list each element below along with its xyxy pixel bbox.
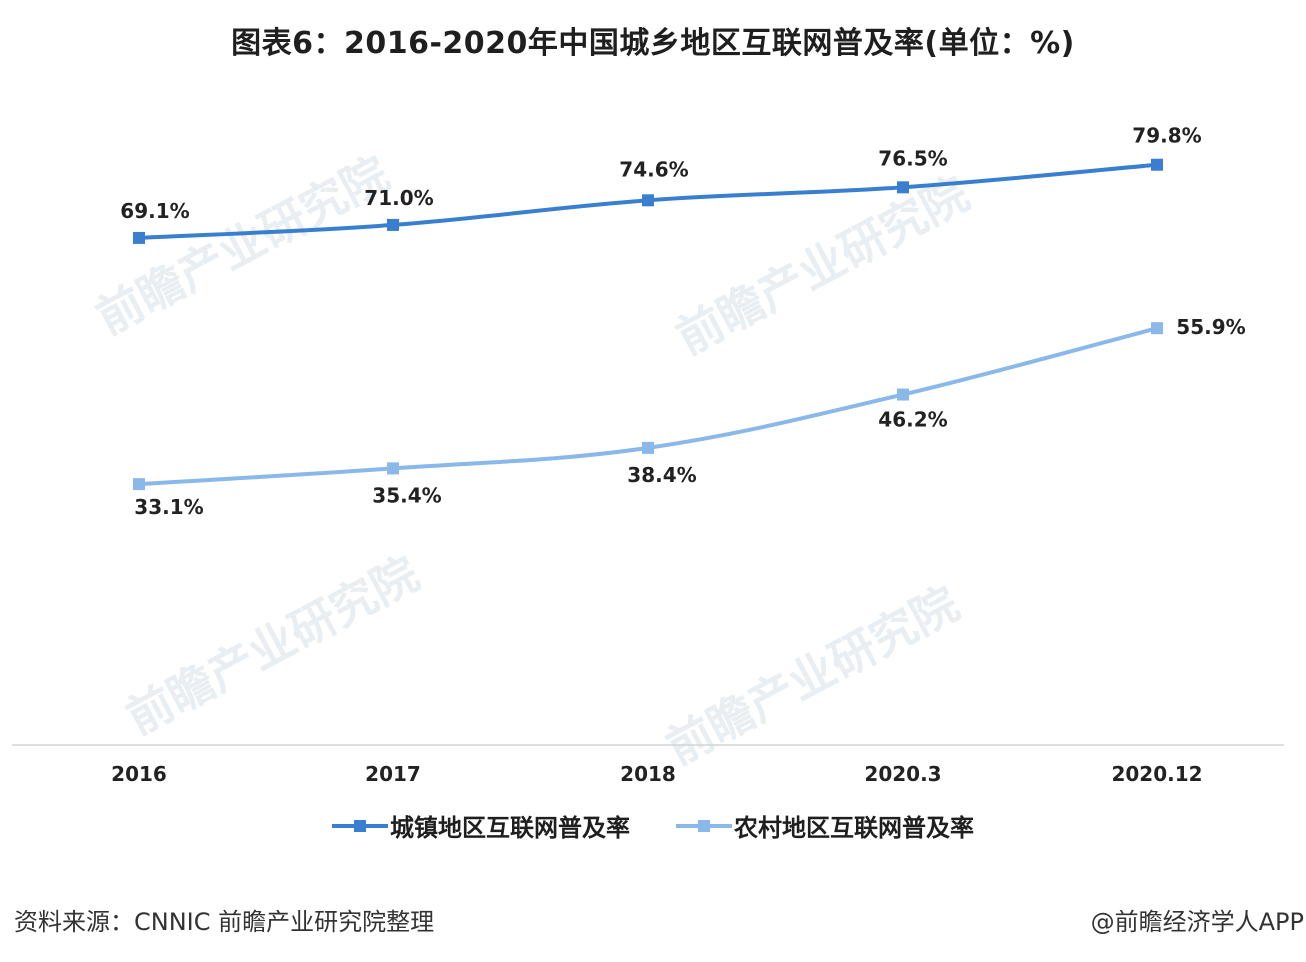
legend-item-rural: 农村地区互联网普及率 xyxy=(676,808,974,843)
chart-title: 图表6：2016-2020年中国城乡地区互联网普及率(单位：%) xyxy=(231,26,1075,61)
data-label: 69.1% xyxy=(120,199,189,223)
data-label: 76.5% xyxy=(878,146,947,170)
data-point xyxy=(897,181,909,194)
data-point xyxy=(133,231,145,244)
data-label: 71.0% xyxy=(364,186,433,210)
data-point xyxy=(642,194,654,207)
data-point xyxy=(642,441,654,454)
x-tick-label: 2016 xyxy=(111,762,167,786)
legend-label-urban: 城镇地区互联网普及率 xyxy=(390,814,630,842)
x-tick-label: 2020.3 xyxy=(864,762,941,786)
data-label: 38.4% xyxy=(627,463,696,487)
legend-label-rural: 农村地区互联网普及率 xyxy=(734,814,974,842)
data-label: 74.6% xyxy=(619,157,688,181)
x-tick-label: 2020.12 xyxy=(1111,762,1202,786)
legend-item-urban: 城镇地区互联网普及率 xyxy=(332,808,630,843)
data-point xyxy=(1151,322,1163,335)
data-label: 79.8% xyxy=(1132,124,1201,148)
legend-swatch-rural xyxy=(676,818,732,834)
x-tick-label: 2017 xyxy=(365,762,421,786)
data-point xyxy=(387,462,399,475)
x-tick-label: 2018 xyxy=(620,762,676,786)
source-note: 资料来源：CNNIC 前瞻产业研究院整理 xyxy=(14,908,435,936)
series-line-rural xyxy=(138,326,1158,487)
data-point xyxy=(1151,158,1163,171)
data-point xyxy=(133,478,145,491)
data-point xyxy=(897,388,909,401)
data-label: 55.9% xyxy=(1176,315,1245,339)
data-label: 35.4% xyxy=(372,483,441,507)
legend: 城镇地区互联网普及率 农村地区互联网普及率 xyxy=(0,808,1306,843)
legend-swatch-urban xyxy=(332,818,388,834)
data-label: 33.1% xyxy=(134,495,203,519)
data-point xyxy=(387,218,399,231)
credit-note: @前瞻经济学人APP xyxy=(1090,908,1304,936)
data-label: 46.2% xyxy=(878,408,947,432)
